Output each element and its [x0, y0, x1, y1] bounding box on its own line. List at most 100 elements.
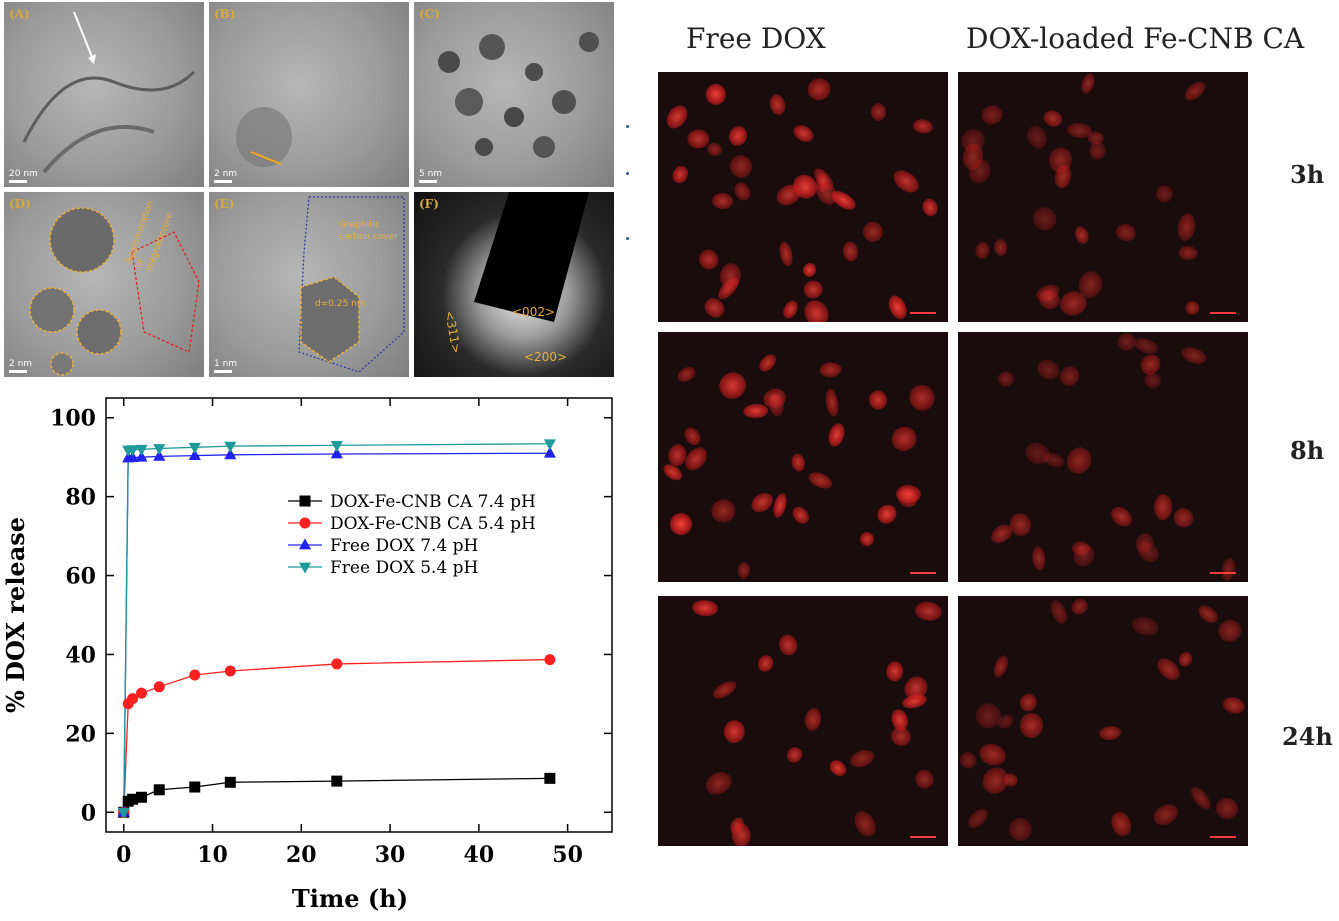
- tem-scale-bar: [9, 180, 27, 183]
- data-point: [136, 687, 148, 699]
- cell-nucleus: [1006, 814, 1035, 844]
- tem-panel-letter: (A): [9, 7, 30, 21]
- cell-nucleus: [1129, 614, 1161, 639]
- tem-texture-e: [298, 196, 405, 373]
- tem-note: Graphitic: [339, 220, 381, 230]
- data-point: [543, 446, 556, 458]
- cell-nucleus: [777, 631, 800, 657]
- data-point: [135, 450, 148, 462]
- data-point: [544, 654, 556, 666]
- cell-nucleus: [1136, 350, 1164, 379]
- data-point: [299, 517, 311, 529]
- data-point: [331, 658, 343, 670]
- cell-nucleus: [1055, 362, 1084, 390]
- data-point: [224, 665, 236, 677]
- cell-nucleus: [701, 767, 736, 799]
- series-line: [123, 658, 550, 813]
- cell-nucleus: [1033, 355, 1064, 384]
- cell-nucleus: [825, 421, 848, 449]
- cell-nucleus: [1177, 244, 1199, 261]
- tem-scale-bar: [214, 370, 232, 373]
- cell-nucleus: [755, 652, 777, 675]
- cell-nucleus: [710, 677, 740, 703]
- y-tick-label: 20: [65, 721, 96, 747]
- cell-nucleus: [696, 246, 723, 273]
- column-title-free-dox: Free DOX: [686, 22, 826, 55]
- data-point: [224, 441, 237, 453]
- tem-panel-e: (E) Graphitic carbon cover d=0.25 nm 1 n…: [209, 192, 409, 377]
- fluorescence-image-loaded-3h: [958, 72, 1248, 322]
- cell-nucleus: [823, 388, 841, 418]
- cell-nucleus: [913, 599, 943, 623]
- row-label-24h: 24h: [1282, 722, 1333, 751]
- x-tick-label: 30: [375, 842, 406, 868]
- data-point: [298, 562, 312, 574]
- cell-nucleus: [726, 123, 751, 150]
- cell-nucleus: [790, 121, 817, 146]
- cell-nucleus: [1153, 494, 1172, 521]
- cell-nucleus: [1214, 616, 1245, 646]
- cell-nucleus: [800, 260, 819, 280]
- data-point: [153, 449, 166, 461]
- data-point: [127, 793, 139, 805]
- cell-nucleus: [1017, 690, 1040, 715]
- cell-nucleus: [1176, 649, 1196, 670]
- cell-nucleus: [1219, 557, 1238, 582]
- y-axis-label: % DOX release: [1, 517, 30, 713]
- tem-panel-letter: (D): [9, 197, 31, 211]
- tem-panel-a: (A) 20 nm: [4, 2, 204, 187]
- tem-panel-b: (B) 2 nm: [209, 2, 409, 187]
- cell-nucleus: [736, 561, 751, 579]
- cell-nucleus: [1098, 724, 1122, 742]
- tem-scale-label: 20 nm: [9, 169, 38, 179]
- data-point: [188, 449, 201, 461]
- cell-nucleus: [1220, 695, 1247, 716]
- cell-nucleus: [790, 453, 807, 474]
- data-point: [127, 693, 139, 705]
- cell-nucleus: [1062, 443, 1096, 479]
- y-tick-label: 40: [65, 642, 96, 668]
- plot-frame: [105, 397, 613, 833]
- cell-nucleus: [919, 196, 940, 219]
- cell-nucleus: [1019, 712, 1045, 739]
- y-tick-label: 60: [65, 564, 96, 590]
- data-point: [224, 448, 237, 460]
- legend-label: Free DOX 7.4 pH: [330, 536, 478, 556]
- cell-nucleus: [1031, 545, 1047, 571]
- cell-nucleus: [889, 165, 923, 197]
- data-point: [117, 807, 130, 819]
- cell-nucleus: [714, 367, 751, 404]
- cell-nucleus: [1078, 72, 1097, 95]
- tem-scale-label: 2 nm: [214, 169, 238, 179]
- x-axis-label: Time (h): [292, 884, 408, 913]
- tem-panel-letter: (C): [419, 7, 440, 21]
- row-label-8h: 8h: [1290, 436, 1325, 465]
- cell-nucleus: [1182, 297, 1203, 318]
- cell-nucleus: [803, 707, 823, 732]
- cell-nucleus: [867, 388, 889, 411]
- cell-nucleus: [993, 237, 1009, 257]
- cell-nucleus: [979, 102, 1005, 127]
- cell-nucleus: [859, 531, 874, 547]
- cell-nucleus: [1195, 601, 1222, 627]
- cell-nucleus: [1179, 343, 1209, 367]
- cell-nucleus: [976, 762, 1014, 799]
- x-tick-label: 20: [286, 842, 317, 868]
- data-point: [544, 772, 556, 784]
- cell-nucleus: [885, 660, 905, 683]
- cell-nucleus: [887, 422, 922, 456]
- cell-nucleus: [1114, 221, 1139, 244]
- data-point: [153, 681, 165, 693]
- data-point: [299, 495, 311, 507]
- tem-texture-b: [236, 107, 292, 167]
- cell-nucleus: [1040, 107, 1065, 129]
- cell-nucleus: [803, 73, 835, 105]
- cell-nucleus: [755, 350, 780, 375]
- cell-nucleus: [1180, 77, 1209, 104]
- cell-nucleus: [681, 424, 704, 448]
- cell-nucleus: [1107, 502, 1137, 531]
- cell-nucleus: [974, 240, 992, 260]
- tem-panel-letter: (F): [419, 197, 439, 211]
- data-point: [543, 439, 556, 451]
